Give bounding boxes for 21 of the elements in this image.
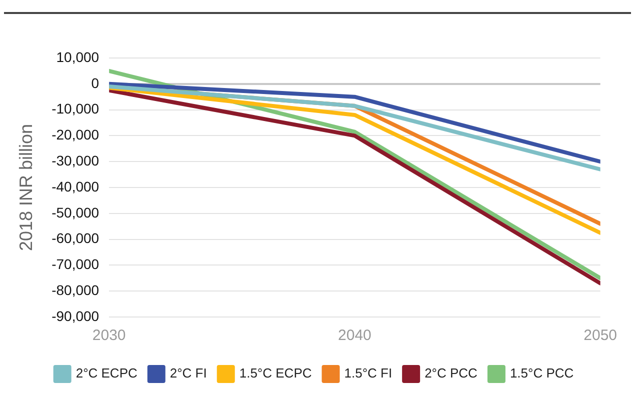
y-tick-label: -70,000 bbox=[52, 256, 100, 272]
y-tick-label: 10,000 bbox=[56, 48, 100, 65]
legend-label: 1.5°C ECPC bbox=[239, 366, 312, 381]
x-tick-label: 2050 bbox=[584, 327, 618, 344]
y-tick-label: -90,000 bbox=[52, 308, 100, 324]
legend-label: 2°C FI bbox=[170, 366, 207, 381]
legend-label: 1.5°C FI bbox=[344, 366, 392, 381]
y-tick-label: -80,000 bbox=[52, 282, 100, 298]
legend-label: 2°C PCC bbox=[424, 366, 478, 381]
legend-label: 1.5°C PCC bbox=[510, 366, 574, 381]
x-tick-label: 2030 bbox=[92, 327, 126, 344]
y-tick-label: -50,000 bbox=[52, 204, 100, 220]
x-tick-label: 2040 bbox=[338, 327, 372, 344]
legend-label: 2°C ECPC bbox=[76, 366, 138, 381]
y-tick-label: -10,000 bbox=[52, 100, 100, 117]
y-tick-label: 0 bbox=[91, 74, 100, 91]
y-tick-label: -40,000 bbox=[52, 178, 100, 194]
y-tick-label: -20,000 bbox=[52, 126, 100, 143]
y-tick-label: -30,000 bbox=[52, 152, 100, 168]
y-axis-title: 2018 INR billion bbox=[16, 124, 36, 252]
y-tick-label: -60,000 bbox=[52, 230, 100, 246]
